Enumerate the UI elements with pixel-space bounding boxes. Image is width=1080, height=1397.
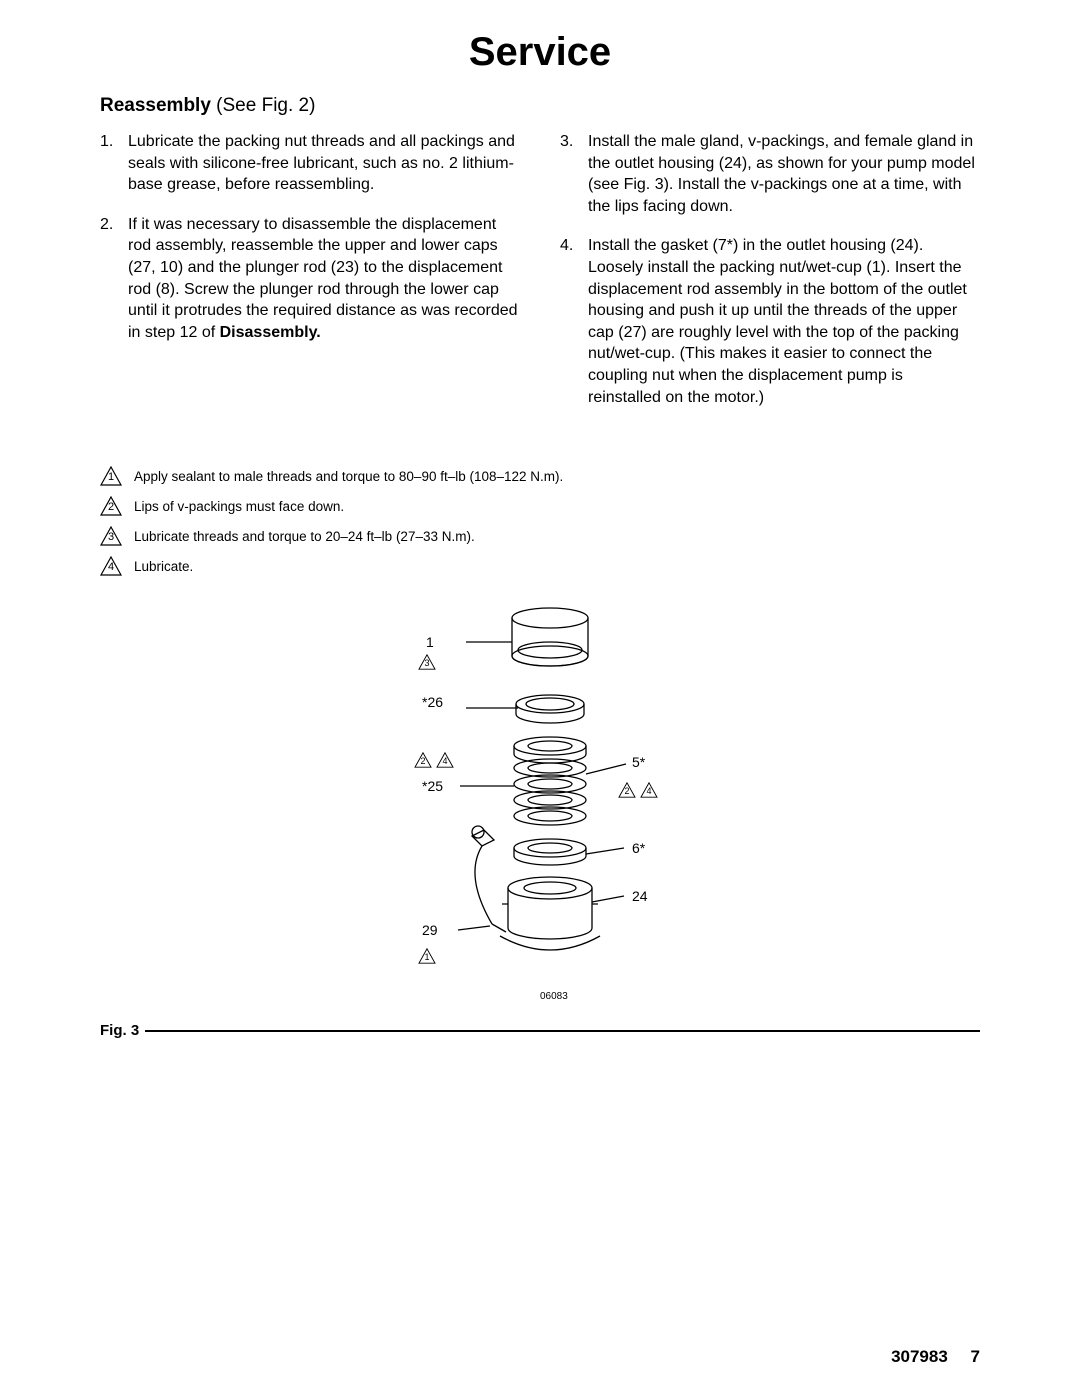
callout: 24 (632, 888, 648, 904)
figure-label-row: Fig. 3 (100, 1022, 980, 1039)
subheading-rest: (See Fig. 2) (211, 95, 316, 116)
doc-number: 307983 (891, 1347, 948, 1366)
step: 4. Install the gasket (7*) in the outlet… (560, 235, 980, 408)
figure-rule (145, 1030, 980, 1032)
triangle-number: 4 (442, 756, 447, 766)
left-column: 1. Lubricate the packing nut threads and… (100, 131, 520, 426)
triangle-number: 2 (108, 501, 114, 513)
callout-label: 24 (632, 888, 648, 904)
triangle-number: 3 (424, 658, 429, 668)
callout: 29 (422, 922, 438, 938)
step-number: 4. (560, 235, 588, 408)
triangle-icon: 4 (436, 752, 454, 768)
step-number: 1. (100, 131, 128, 196)
notes-list: 1 Apply sealant to male threads and torq… (100, 466, 980, 576)
step: 1. Lubricate the packing nut threads and… (100, 131, 520, 196)
callout: 1 (418, 948, 436, 964)
triangle-number: 1 (108, 471, 114, 483)
triangle-icon: 2 (414, 752, 432, 768)
callout: *26 (422, 694, 443, 710)
note-text: Apply sealant to male threads and torque… (134, 469, 563, 484)
note-row: 1 Apply sealant to male threads and torq… (100, 466, 980, 486)
note-row: 4 Lubricate. (100, 556, 980, 576)
subheading: Reassembly (See Fig. 2) (100, 95, 980, 117)
callout: 1 (426, 634, 434, 650)
triangle-icon: 3 (418, 654, 436, 670)
triangle-icon: 2 (100, 496, 122, 516)
callout-label: 1 (426, 634, 434, 650)
callout: *25 (422, 778, 443, 794)
step-text: If it was necessary to disassemble the d… (128, 214, 520, 344)
page: Service Reassembly (See Fig. 2) 1. Lubri… (0, 0, 1080, 1397)
note-text: Lubricate. (134, 559, 193, 574)
callout: 3 (418, 654, 436, 670)
page-number: 7 (971, 1347, 980, 1366)
figure-area: 1 3 *26 2 4 *25 29 (100, 596, 980, 1016)
page-title: Service (100, 30, 980, 75)
right-column: 3. Install the male gland, v-packings, a… (560, 131, 980, 426)
subheading-bold: Reassembly (100, 95, 211, 116)
step-number: 2. (100, 214, 128, 344)
footer: 307983 7 (891, 1347, 980, 1367)
callout: 2 4 (618, 782, 658, 798)
note-text: Lubricate threads and torque to 20–24 ft… (134, 529, 475, 544)
figure-id: 06083 (540, 991, 568, 1002)
triangle-number: 4 (108, 561, 114, 573)
body-columns: 1. Lubricate the packing nut threads and… (100, 131, 980, 426)
triangle-icon: 1 (418, 948, 436, 964)
triangle-number: 3 (108, 531, 114, 543)
note-text: Lips of v-packings must face down. (134, 499, 344, 514)
triangle-icon: 3 (100, 526, 122, 546)
step-text: Install the male gland, v-packings, and … (588, 131, 980, 217)
triangle-icon: 4 (100, 556, 122, 576)
triangle-number: 4 (646, 786, 651, 796)
triangle-number: 2 (420, 756, 425, 766)
callout: 2 4 (414, 752, 454, 768)
step: 3. Install the male gland, v-packings, a… (560, 131, 980, 217)
callout-label: *25 (422, 778, 443, 794)
step-text-part: If it was necessary to disassemble the d… (128, 216, 518, 341)
step: 2. If it was necessary to disassemble th… (100, 214, 520, 344)
triangle-icon: 1 (100, 466, 122, 486)
step-text: Lubricate the packing nut threads and al… (128, 131, 520, 196)
triangle-number: 2 (624, 786, 629, 796)
note-row: 2 Lips of v-packings must face down. (100, 496, 980, 516)
callout-label: 29 (422, 922, 438, 938)
callout-label: 5* (632, 754, 645, 770)
step-number: 3. (560, 131, 588, 217)
figure-label: Fig. 3 (100, 1022, 139, 1039)
callout: 5* (632, 754, 645, 770)
triangle-icon: 4 (640, 782, 658, 798)
callout-label: 6* (632, 840, 645, 856)
step-text: Install the gasket (7*) in the outlet ho… (588, 235, 980, 408)
triangle-number: 1 (424, 952, 429, 962)
triangle-icon: 2 (618, 782, 636, 798)
note-row: 3 Lubricate threads and torque to 20–24 … (100, 526, 980, 546)
callout-label: *26 (422, 694, 443, 710)
step-text-bold: Disassembly. (220, 324, 321, 341)
callout: 6* (632, 840, 645, 856)
